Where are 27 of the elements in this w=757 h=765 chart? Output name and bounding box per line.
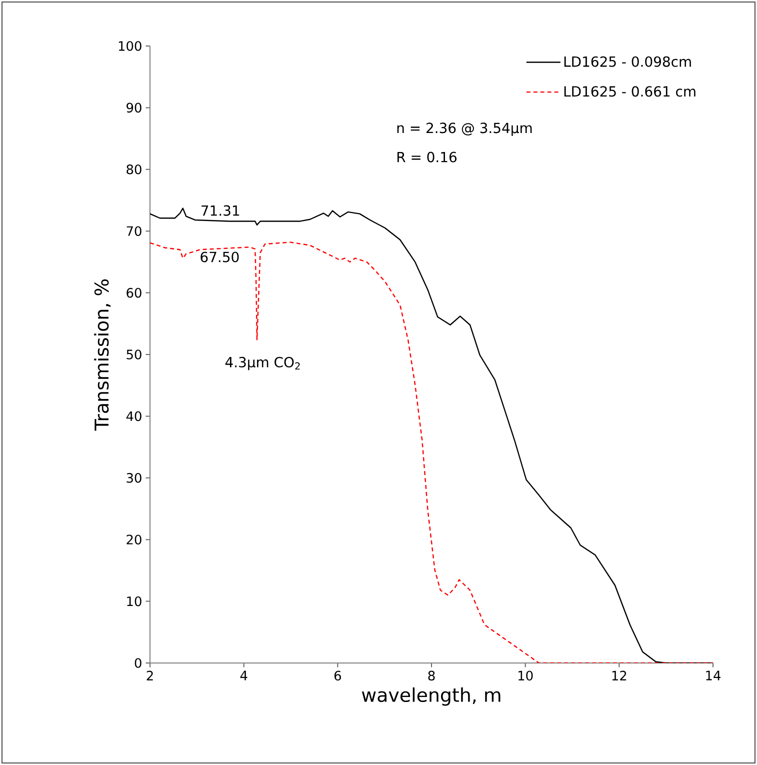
y-tick-label: 30 [126,472,142,483]
y-tick-label: 50 [126,350,142,360]
x-tick-label: 12 [612,670,626,680]
x-tick-label: 10 [518,670,533,681]
y-tick-label: 0 [134,658,142,668]
y-tick-label: 20 [126,534,142,544]
x-tick-label: 8 [428,670,435,681]
annotation: n = 2.36 @ 3.54µm [397,122,532,136]
x-tick-label: 4 [240,670,248,680]
y-tick-label: 80 [126,164,142,174]
y-tick-label: 60 [126,288,142,298]
y-tick-label: 70 [126,226,142,236]
y-tick-label: 40 [126,411,142,422]
annotation: 4.3µm CO$_{2}$ [225,356,300,370]
y-tick-label: 90 [126,102,142,113]
x-tick-label: 6 [334,670,341,681]
legend-label: LD1625 - 0.098cm [564,56,691,67]
annotation: R = 0.16 [397,152,457,162]
y-axis-title: Transmission, % [94,279,111,431]
annotation: 71.31 [202,205,240,216]
legend-label: LD1625 - 0.661 cm [564,86,696,97]
y-tick-label: 100 [118,41,142,51]
annotation: 67.50 [200,252,239,262]
x-tick-label: 14 [706,670,721,680]
x-tick-label: 2 [146,670,153,680]
y-tick-label: 10 [127,596,142,606]
x-axis-title: wavelength, m [362,687,500,706]
